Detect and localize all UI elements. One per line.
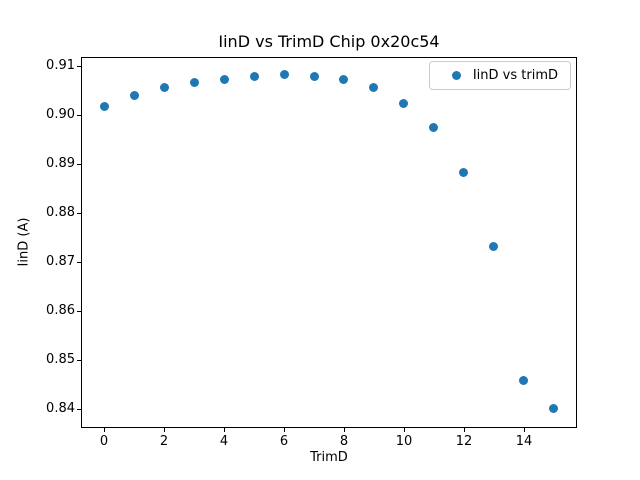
data-point: [369, 83, 379, 93]
data-point: [249, 71, 259, 81]
data-point: [189, 77, 199, 87]
y-tick-label: 0.90: [46, 107, 75, 122]
x-tick-label: 10: [395, 434, 413, 449]
data-point: [279, 70, 289, 80]
data-point: [99, 101, 109, 111]
x-tick: [463, 428, 465, 432]
y-tick-label: 0.84: [46, 401, 75, 416]
plot-title: IinD vs TrimD Chip 0x20c54: [218, 32, 440, 51]
x-tick-label: 4: [219, 434, 229, 449]
data-point: [159, 82, 169, 92]
x-tick-label: 12: [455, 434, 473, 449]
y-tick-label: 0.91: [46, 58, 75, 73]
data-point: [429, 122, 439, 132]
x-tick-label: 6: [279, 434, 289, 449]
y-tick: [77, 311, 81, 312]
x-tick: [403, 428, 405, 432]
x-tick: [343, 428, 345, 432]
x-tick-label: 2: [159, 434, 169, 449]
y-tick-label: 0.86: [46, 303, 75, 318]
y-tick-label: 0.85: [46, 352, 75, 367]
y-tick: [77, 66, 81, 67]
x-tick: [163, 428, 165, 432]
y-tick: [77, 360, 81, 361]
legend-marker-dot-icon: [451, 71, 461, 80]
data-point: [549, 404, 559, 414]
x-tick-label: 14: [515, 434, 533, 449]
data-point: [399, 98, 409, 108]
data-point: [459, 168, 469, 178]
x-tick-label: 8: [339, 434, 349, 449]
y-tick: [77, 409, 81, 410]
x-tick-label: 0: [99, 434, 109, 449]
x-tick: [103, 428, 105, 432]
y-tick: [77, 213, 81, 214]
data-point: [129, 91, 139, 101]
y-tick-label: 0.89: [46, 156, 75, 171]
x-tick: [523, 428, 525, 432]
data-point: [339, 74, 349, 84]
y-tick: [77, 115, 81, 116]
legend: IinD vs trimD: [428, 61, 571, 90]
data-point: [489, 241, 499, 251]
y-tick-label: 0.87: [46, 254, 75, 269]
y-tick: [77, 262, 81, 263]
y-tick: [77, 164, 81, 165]
axes: IinD vs trimD: [81, 57, 577, 428]
y-tick-label: 0.88: [46, 205, 75, 220]
x-axis-label: TrimD: [310, 450, 348, 465]
x-tick: [223, 428, 225, 432]
legend-label: IinD vs trimD: [472, 68, 558, 83]
data-point: [519, 376, 529, 386]
data-point: [309, 71, 319, 81]
data-point: [219, 74, 229, 84]
x-tick: [283, 428, 285, 432]
